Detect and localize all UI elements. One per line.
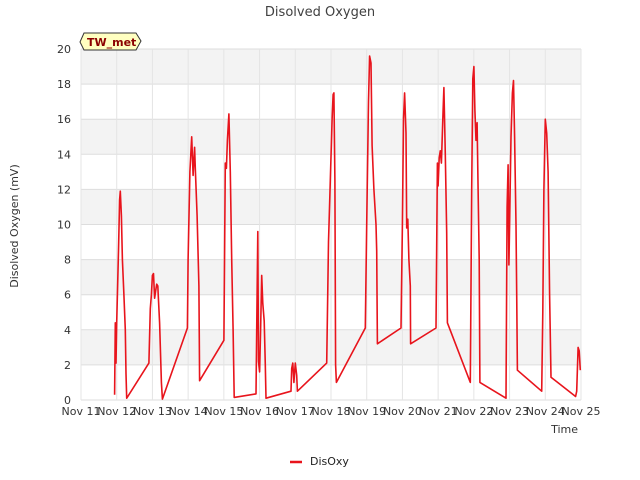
y-tick-label: 6	[64, 289, 71, 302]
x-tick-label: Nov 21	[419, 405, 458, 418]
x-tick-label: Nov 20	[383, 405, 422, 418]
y-tick-label: 8	[64, 254, 71, 267]
y-tick-label: 0	[64, 394, 71, 407]
y-tick-label: 20	[57, 43, 71, 56]
badge: TW_met	[79, 32, 142, 51]
y-tick-label: 16	[57, 113, 71, 126]
x-tick-label: Nov 16	[240, 405, 279, 418]
series-line-disoxy	[113, 55, 582, 400]
badge-label: TW_met	[87, 36, 136, 49]
x-tick-label: Nov 25	[562, 405, 601, 418]
y-tick-label: 4	[64, 324, 71, 337]
x-axis-label: Time	[550, 423, 578, 436]
legend-label-disoxy: DisOxy	[310, 455, 349, 468]
y-tick-label: 2	[64, 359, 71, 372]
x-tick-label: Nov 13	[133, 405, 172, 418]
y-axis-label: Disolved Oxygen (mV)	[8, 164, 21, 288]
x-tick-label: Nov 11	[62, 405, 101, 418]
x-tick-label: Nov 19	[347, 405, 386, 418]
badge-shape	[79, 32, 142, 51]
y-tick-label: 14	[57, 148, 71, 161]
x-tick-label: Nov 22	[454, 405, 493, 418]
y-tick-label: 18	[57, 78, 71, 91]
x-tick-label: Nov 18	[312, 405, 351, 418]
y-tick-label: 10	[57, 219, 71, 232]
x-tick-label: Nov 12	[97, 405, 136, 418]
legend: DisOxy	[290, 455, 349, 468]
x-tick-label: Nov 24	[526, 405, 565, 418]
chart-title: Disolved Oxygen	[265, 5, 375, 20]
x-tick-label: Nov 14	[169, 405, 208, 418]
y-axis-ticks: 0 2 4 6 8 10 12 14 16 18 20	[57, 43, 71, 407]
y-tick-label: 12	[57, 183, 71, 196]
x-tick-label: Nov 23	[490, 405, 529, 418]
x-tick-label: Nov 15	[204, 405, 243, 418]
x-tick-label: Nov 17	[276, 405, 315, 418]
